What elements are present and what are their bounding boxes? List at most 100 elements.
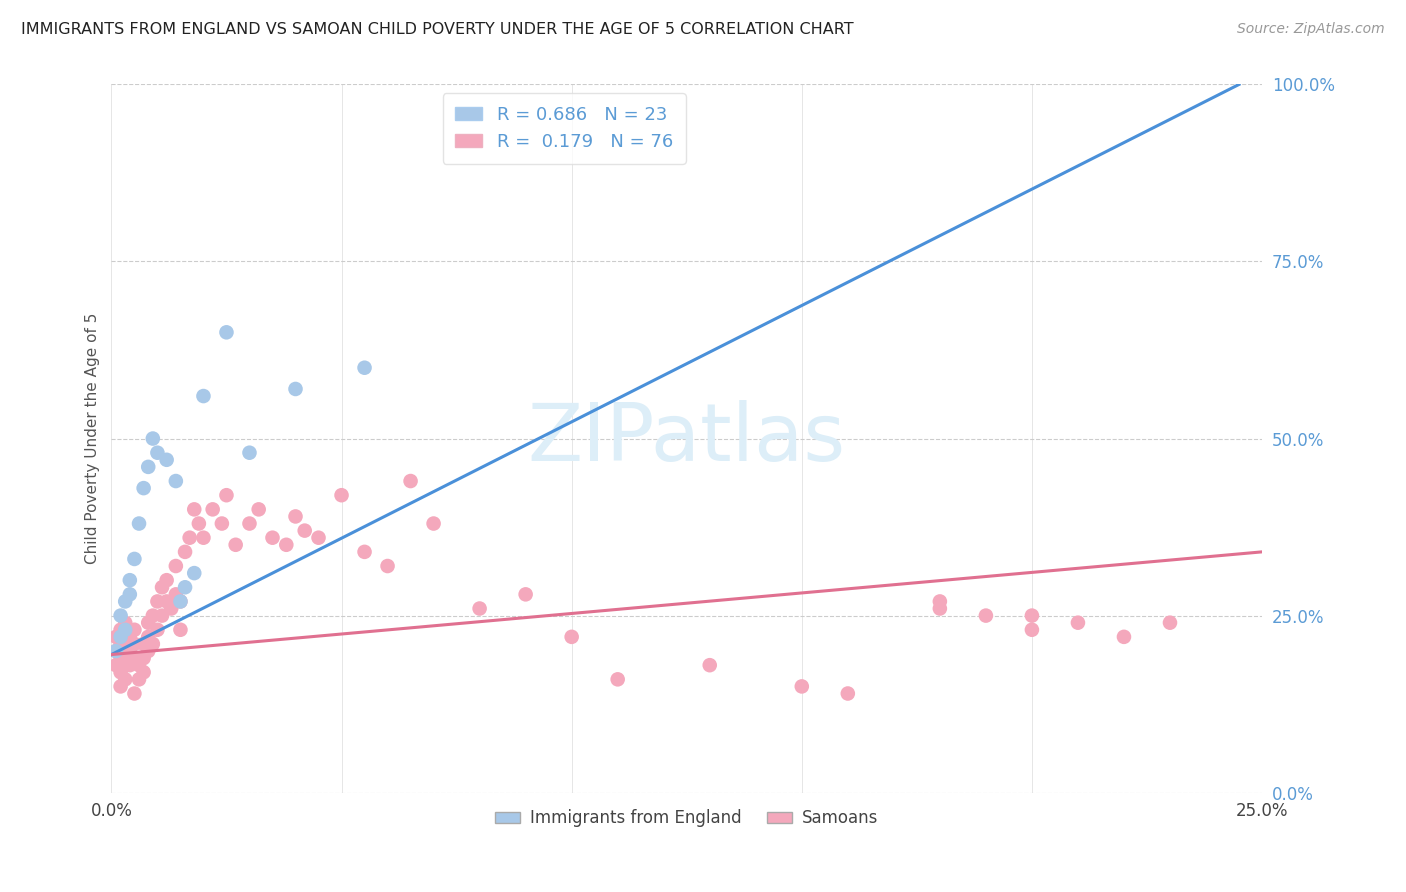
Point: [110, 637, 132, 651]
Point: [211, 516, 233, 531]
Point: [183, 566, 205, 580]
Point: [187, 516, 209, 531]
Point: [156, 573, 179, 587]
Point: [156, 452, 179, 467]
Point: [974, 608, 997, 623]
Point: [353, 360, 375, 375]
Point: [238, 516, 260, 531]
Point: [160, 601, 183, 615]
Point: [114, 630, 136, 644]
Point: [399, 474, 422, 488]
Point: [118, 587, 141, 601]
Point: [118, 644, 141, 658]
Point: [132, 665, 155, 680]
Y-axis label: Child Poverty Under the Age of 5: Child Poverty Under the Age of 5: [86, 313, 100, 565]
Point: [128, 658, 150, 673]
Text: IMMIGRANTS FROM ENGLAND VS SAMOAN CHILD POVERTY UNDER THE AGE OF 5 CORRELATION C: IMMIGRANTS FROM ENGLAND VS SAMOAN CHILD …: [21, 22, 853, 37]
Point: [169, 594, 191, 608]
Point: [377, 559, 399, 574]
Point: [105, 630, 128, 644]
Point: [110, 651, 132, 665]
Point: [165, 587, 187, 601]
Point: [124, 651, 146, 665]
Point: [114, 644, 136, 658]
Point: [201, 502, 224, 516]
Point: [136, 630, 159, 644]
Point: [284, 509, 307, 524]
Point: [118, 630, 141, 644]
Point: [215, 326, 238, 340]
Point: [169, 594, 191, 608]
Point: [146, 446, 169, 460]
Point: [124, 637, 146, 651]
Point: [136, 644, 159, 658]
Point: [146, 623, 169, 637]
Point: [928, 601, 950, 615]
Point: [132, 637, 155, 651]
Point: [193, 389, 215, 403]
Point: [353, 545, 375, 559]
Point: [142, 637, 165, 651]
Point: [118, 658, 141, 673]
Point: [308, 531, 330, 545]
Point: [928, 594, 950, 608]
Point: [118, 573, 141, 587]
Point: [193, 531, 215, 545]
Point: [330, 488, 353, 502]
Point: [294, 524, 316, 538]
Point: [165, 474, 187, 488]
Point: [110, 680, 132, 694]
Point: [156, 594, 179, 608]
Point: [837, 686, 859, 700]
Point: [790, 680, 813, 694]
Point: [150, 608, 173, 623]
Point: [110, 623, 132, 637]
Text: Source: ZipAtlas.com: Source: ZipAtlas.com: [1237, 22, 1385, 37]
Point: [169, 623, 191, 637]
Point: [136, 615, 159, 630]
Point: [1021, 623, 1043, 637]
Point: [262, 531, 284, 545]
Point: [1112, 630, 1135, 644]
Point: [124, 552, 146, 566]
Point: [105, 644, 128, 658]
Point: [132, 481, 155, 495]
Point: [1021, 608, 1043, 623]
Point: [124, 623, 146, 637]
Text: ZIPatlas: ZIPatlas: [527, 400, 846, 477]
Point: [142, 432, 165, 446]
Point: [561, 630, 583, 644]
Point: [105, 658, 128, 673]
Point: [174, 545, 197, 559]
Point: [515, 587, 537, 601]
Legend: Immigrants from England, Samoans: Immigrants from England, Samoans: [488, 803, 884, 834]
Point: [146, 594, 169, 608]
Point: [284, 382, 307, 396]
Point: [114, 594, 136, 608]
Point: [238, 446, 260, 460]
Point: [606, 673, 628, 687]
Point: [114, 673, 136, 687]
Point: [110, 608, 132, 623]
Point: [468, 601, 491, 615]
Point: [150, 580, 173, 594]
Point: [114, 615, 136, 630]
Point: [215, 488, 238, 502]
Point: [422, 516, 444, 531]
Point: [1067, 615, 1090, 630]
Point: [179, 531, 201, 545]
Point: [105, 644, 128, 658]
Point: [699, 658, 721, 673]
Point: [165, 559, 187, 574]
Point: [183, 502, 205, 516]
Point: [225, 538, 247, 552]
Point: [276, 538, 298, 552]
Point: [1159, 615, 1181, 630]
Point: [110, 665, 132, 680]
Point: [174, 580, 197, 594]
Point: [128, 673, 150, 687]
Point: [132, 651, 155, 665]
Point: [247, 502, 270, 516]
Point: [114, 623, 136, 637]
Point: [142, 608, 165, 623]
